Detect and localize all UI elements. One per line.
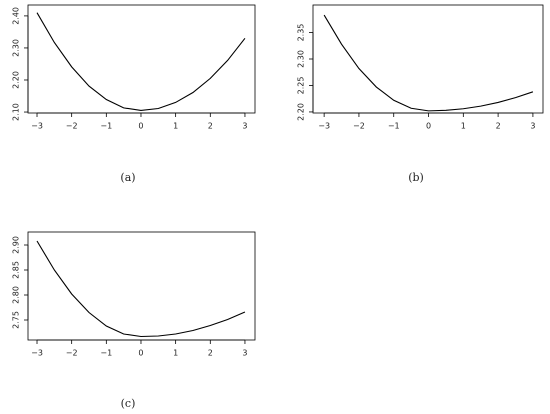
- y-tick-label: 2.85: [12, 261, 21, 279]
- x-tick-label: 0: [138, 349, 143, 358]
- y-tick-label: 2.30: [12, 39, 21, 57]
- x-tick-label: 0: [426, 122, 431, 131]
- x-tick-label: 2: [496, 122, 501, 131]
- x-tick-label: 1: [461, 122, 466, 131]
- x-tick-label: −3: [318, 122, 330, 131]
- x-tick-label: −2: [66, 122, 78, 131]
- plot-frame: [312, 4, 544, 114]
- plot-frame: [27, 4, 256, 114]
- x-tick-label: 3: [242, 122, 247, 131]
- caption: (a): [120, 171, 135, 184]
- x-tick-label: −3: [31, 122, 43, 131]
- y-tick-label: 2.75: [12, 311, 21, 329]
- x-tick-label: 1: [173, 122, 178, 131]
- x-tick-label: 3: [242, 349, 247, 358]
- y-tick-label: 2.35: [297, 24, 306, 42]
- x-tick-label: −3: [31, 349, 43, 358]
- y-tick-label: 2.25: [297, 77, 306, 95]
- x-tick-label: 3: [530, 122, 535, 131]
- y-tick-label: 2.10: [12, 103, 21, 121]
- x-tick-label: 2: [208, 122, 213, 131]
- line-series: [36, 12, 246, 111]
- plot-frame: [27, 231, 256, 341]
- x-tick-label: −2: [353, 122, 365, 131]
- x-tick-label: −1: [100, 349, 112, 358]
- y-tick-label: 2.40: [11, 7, 20, 25]
- line-series: [36, 240, 246, 338]
- x-tick-label: −1: [100, 122, 112, 131]
- y-tick-label: 2.30: [297, 50, 306, 68]
- y-tick-label: 2.80: [12, 286, 21, 304]
- x-tick-label: −1: [388, 122, 400, 131]
- x-tick-label: 2: [208, 349, 213, 358]
- line-series: [323, 14, 534, 112]
- caption: (c): [121, 397, 136, 410]
- y-tick-label: 2.90: [12, 236, 21, 254]
- y-tick-label: 2.20: [12, 71, 21, 89]
- caption: (b): [408, 171, 424, 184]
- x-tick-label: −2: [66, 349, 78, 358]
- x-tick-label: 0: [138, 122, 143, 131]
- x-tick-label: 1: [173, 349, 178, 358]
- y-tick-label: 2.20: [297, 103, 306, 121]
